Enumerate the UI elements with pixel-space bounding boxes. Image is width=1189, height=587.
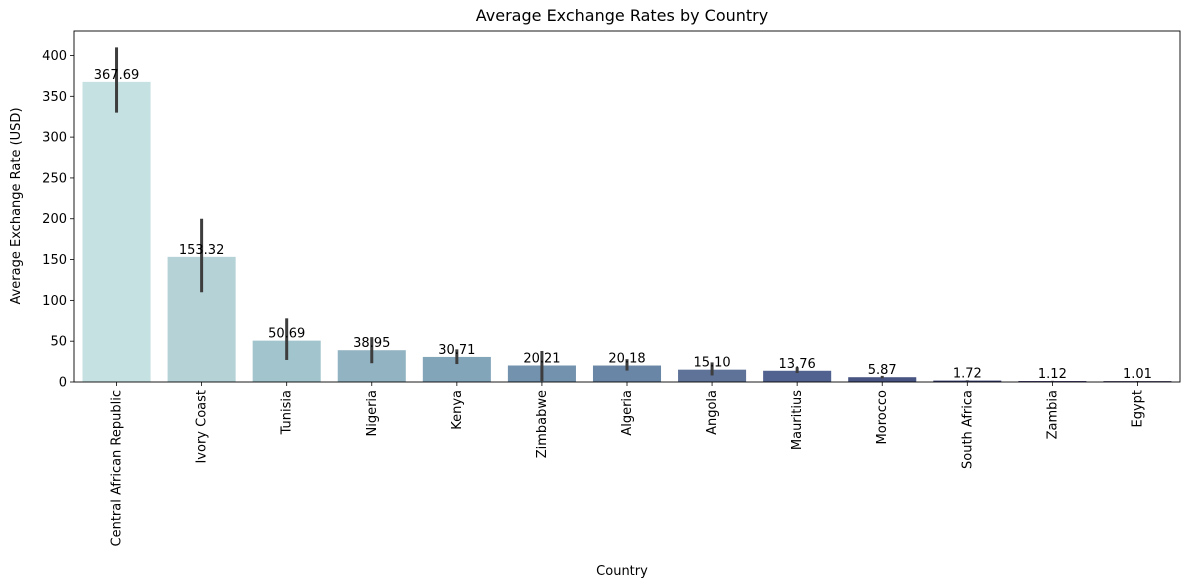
- x-axis-label: Country: [596, 564, 648, 579]
- y-tick-label: 0: [59, 376, 67, 391]
- x-tick-label-kenya: Kenya: [450, 390, 465, 430]
- data-label-mauritius: 13.76: [779, 357, 816, 372]
- y-axis: 0 50 100 150 200 250 300 350 400: [42, 49, 74, 391]
- data-label-kenya: 30.71: [438, 343, 475, 358]
- bars-group: [82, 81, 1172, 382]
- x-tick-label-central-african-republic: Central African Republic: [110, 390, 125, 546]
- data-label-algeria: 20.18: [608, 352, 645, 367]
- bar-central-african-republic: [82, 81, 151, 382]
- y-tick-label: 350: [42, 90, 67, 105]
- x-tick-label-tunisia: Tunisia: [280, 390, 295, 435]
- plot-frame: [73, 30, 1181, 383]
- data-label-zimbabwe: 20.21: [523, 352, 560, 367]
- data-label-angola: 15.10: [693, 356, 730, 371]
- x-tick-label-ivory-coast: Ivory Coast: [195, 390, 210, 464]
- bar-algeria: [592, 365, 662, 382]
- data-label-morocco: 5.87: [868, 363, 897, 378]
- x-tick-label-algeria: Algeria: [620, 390, 635, 436]
- y-tick-label: 400: [42, 49, 67, 64]
- x-axis: Central African Republic Ivory Coast Tunis…: [110, 382, 1145, 546]
- y-tick-label: 200: [42, 212, 67, 227]
- x-tick-label-zambia: Zambia: [1045, 390, 1060, 439]
- data-label-zambia: 1.12: [1038, 367, 1067, 382]
- x-tick-label-egypt: Egypt: [1130, 390, 1145, 428]
- x-tick-label-nigeria: Nigeria: [365, 390, 380, 437]
- bar-south-africa: [933, 380, 1002, 382]
- bar-morocco: [848, 377, 917, 382]
- data-label-central-african-republic: 367.69: [94, 68, 140, 83]
- y-tick-label: 250: [42, 171, 67, 186]
- data-label-egypt: 1.01: [1123, 367, 1152, 382]
- data-label-south-africa: 1.72: [953, 367, 982, 382]
- data-label-tunisia: 50.69: [268, 327, 305, 342]
- bar-angola: [678, 369, 747, 382]
- y-tick-label: 300: [42, 131, 67, 146]
- x-tick-label-mauritius: Mauritius: [790, 390, 805, 450]
- data-label-ivory-coast: 153.32: [179, 243, 225, 258]
- x-tick-label-south-africa: South Africa: [960, 390, 975, 469]
- x-tick-label-zimbabwe: Zimbabwe: [535, 390, 550, 458]
- data-labels-group: 367.69 153.32 50.69 38.95 30.71 20.21 20.18 15.…: [94, 68, 1152, 382]
- y-tick-label: 50: [50, 335, 67, 350]
- y-tick-label: 150: [42, 253, 67, 268]
- bar-mauritius: [763, 370, 832, 382]
- x-tick-label-angola: Angola: [705, 390, 720, 435]
- chart-title: Average Exchange Rates by Country: [476, 6, 768, 25]
- y-tick-label: 100: [42, 294, 67, 309]
- error-bars-group: [115, 47, 1139, 382]
- bar-zambia: [1018, 381, 1087, 382]
- x-tick-label-morocco: Morocco: [875, 390, 890, 444]
- y-axis-label: Average Exchange Rate (USD): [9, 107, 24, 304]
- data-label-nigeria: 38.95: [353, 336, 390, 351]
